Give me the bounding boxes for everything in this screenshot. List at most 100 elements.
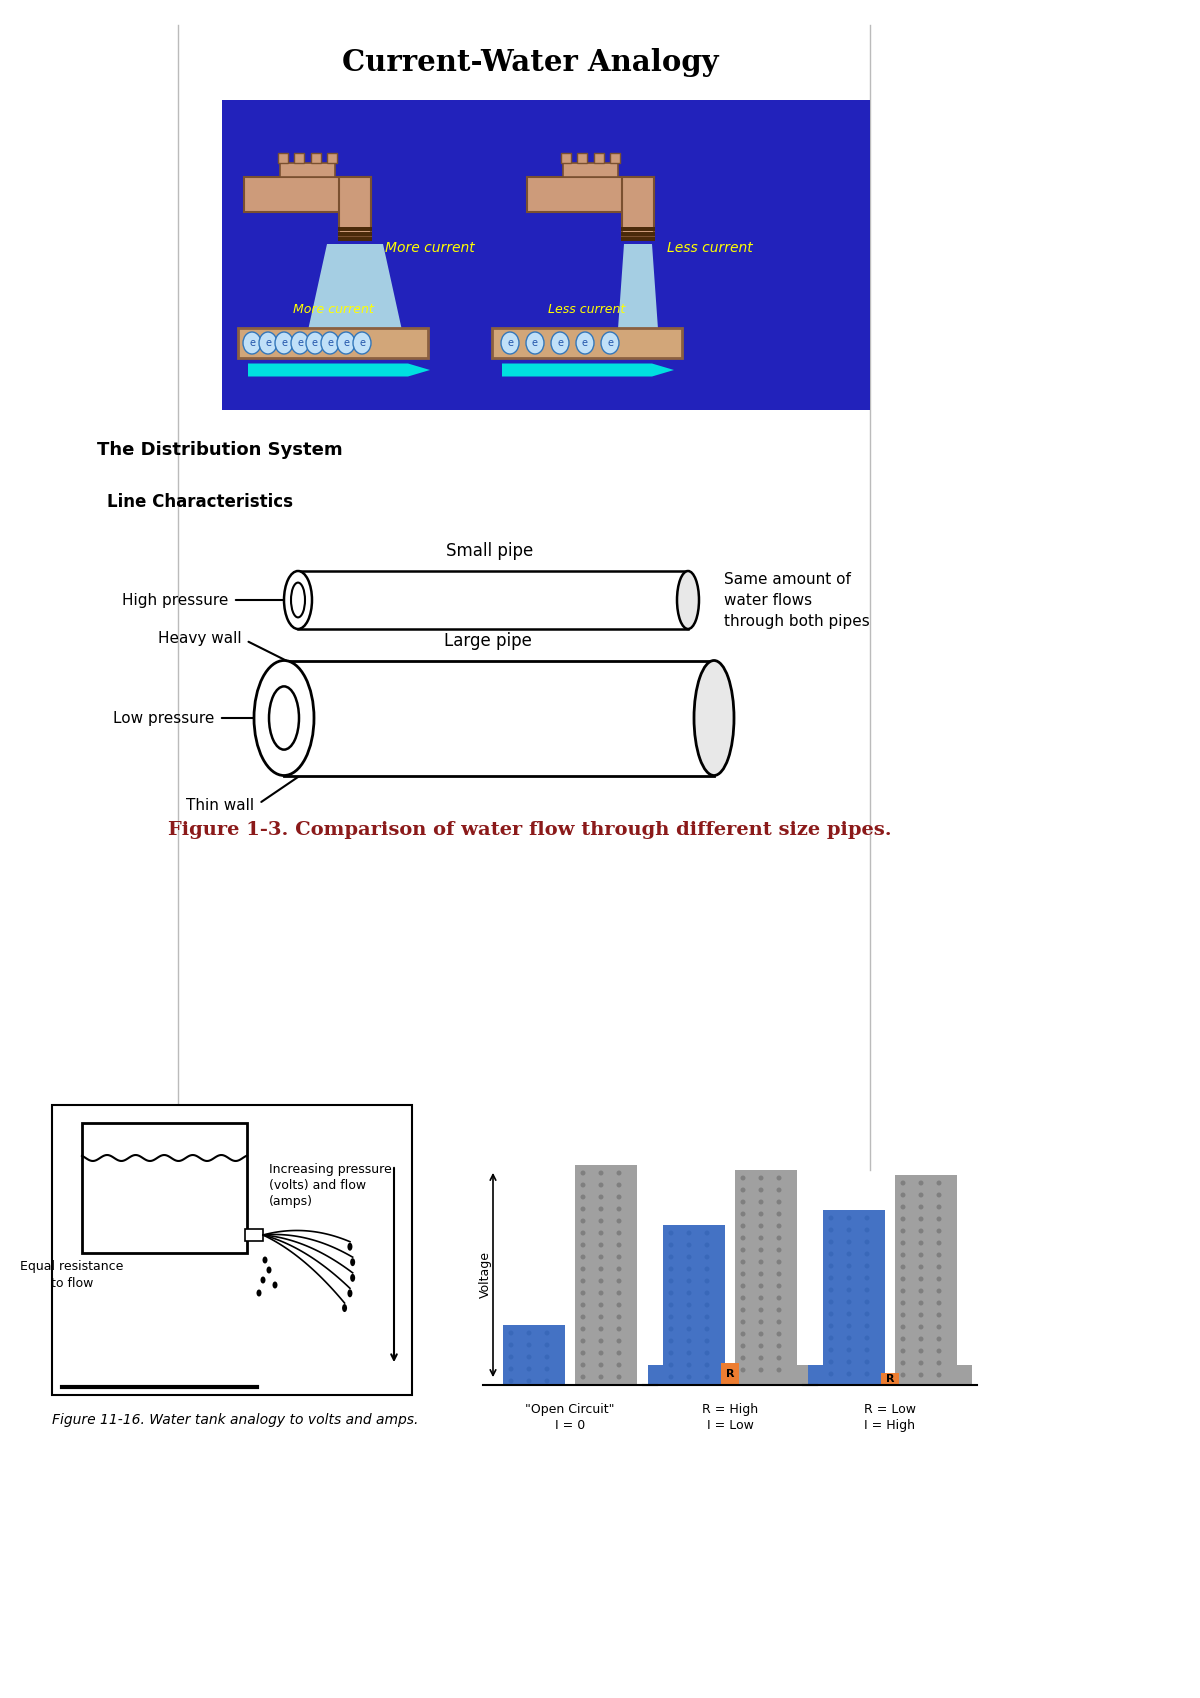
Ellipse shape [918,1228,924,1233]
Ellipse shape [828,1216,834,1221]
Ellipse shape [263,1257,268,1263]
Bar [734,1170,797,1386]
Ellipse shape [260,1277,265,1284]
Ellipse shape [527,1343,532,1348]
Ellipse shape [758,1260,763,1265]
Text: Line Characteristics: Line Characteristics [107,492,293,511]
Bar [594,153,604,163]
Bar [622,228,655,231]
Ellipse shape [846,1228,852,1233]
Ellipse shape [776,1296,781,1301]
Ellipse shape [599,1362,604,1367]
Ellipse shape [776,1319,781,1324]
Ellipse shape [846,1216,852,1221]
Ellipse shape [776,1331,781,1336]
Ellipse shape [936,1216,942,1221]
Ellipse shape [509,1343,514,1348]
Ellipse shape [581,1374,586,1379]
Ellipse shape [581,1255,586,1260]
Ellipse shape [581,1219,586,1224]
Ellipse shape [740,1224,745,1228]
Ellipse shape [936,1360,942,1365]
Ellipse shape [686,1362,691,1367]
Text: R = Low
I = High: R = Low I = High [864,1403,916,1431]
Ellipse shape [704,1255,709,1260]
Ellipse shape [599,1267,604,1272]
Ellipse shape [509,1355,514,1360]
Ellipse shape [350,1258,355,1267]
Bar [823,1211,886,1386]
Ellipse shape [502,333,520,353]
Ellipse shape [864,1263,870,1268]
Ellipse shape [740,1296,745,1301]
Ellipse shape [900,1301,906,1306]
Ellipse shape [545,1343,550,1348]
Ellipse shape [900,1204,906,1209]
Bar [610,153,620,163]
Polygon shape [618,245,658,329]
Ellipse shape [846,1251,852,1257]
Bar [52,1105,412,1396]
Ellipse shape [776,1272,781,1277]
Ellipse shape [242,333,262,353]
Ellipse shape [686,1267,691,1272]
Ellipse shape [581,1338,586,1343]
Ellipse shape [864,1287,870,1292]
Bar [278,153,288,163]
Ellipse shape [704,1374,709,1379]
Ellipse shape [704,1279,709,1284]
FancyArrow shape [248,363,430,377]
Ellipse shape [900,1360,906,1365]
Ellipse shape [617,1219,622,1224]
Text: Less current: Less current [667,241,752,255]
Ellipse shape [581,1350,586,1355]
Bar [338,233,372,236]
Ellipse shape [900,1324,906,1330]
Ellipse shape [617,1170,622,1175]
Ellipse shape [900,1192,906,1197]
Ellipse shape [599,1338,604,1343]
Text: High pressure: High pressure [121,593,228,608]
Ellipse shape [900,1180,906,1185]
Bar [294,153,305,163]
Ellipse shape [846,1336,852,1340]
FancyArrow shape [502,363,674,377]
Ellipse shape [828,1348,834,1353]
Ellipse shape [337,333,355,353]
Ellipse shape [668,1338,673,1343]
Ellipse shape [776,1211,781,1216]
Ellipse shape [918,1313,924,1318]
Text: Less current: Less current [548,302,625,316]
Text: Equal resistance
to flow: Equal resistance to flow [20,1260,124,1290]
Ellipse shape [545,1331,550,1336]
Ellipse shape [704,1326,709,1331]
Ellipse shape [758,1367,763,1372]
Ellipse shape [599,1182,604,1187]
Ellipse shape [704,1314,709,1319]
Bar [280,163,335,177]
Ellipse shape [259,333,277,353]
Ellipse shape [272,1282,277,1289]
Ellipse shape [936,1289,942,1294]
Ellipse shape [936,1241,942,1246]
Ellipse shape [617,1194,622,1199]
Bar [527,177,654,212]
Ellipse shape [828,1287,834,1292]
Bar [340,177,371,238]
Ellipse shape [599,1170,604,1175]
Ellipse shape [617,1243,622,1248]
Ellipse shape [526,333,544,353]
Ellipse shape [776,1175,781,1180]
Ellipse shape [758,1272,763,1277]
Ellipse shape [758,1187,763,1192]
Bar [721,1363,739,1386]
Ellipse shape [846,1323,852,1328]
Ellipse shape [668,1326,673,1331]
Ellipse shape [758,1296,763,1301]
Text: Heavy wall: Heavy wall [158,632,242,645]
Ellipse shape [668,1290,673,1296]
Ellipse shape [704,1350,709,1355]
Ellipse shape [900,1253,906,1258]
Text: e: e [607,338,613,348]
Ellipse shape [758,1307,763,1313]
